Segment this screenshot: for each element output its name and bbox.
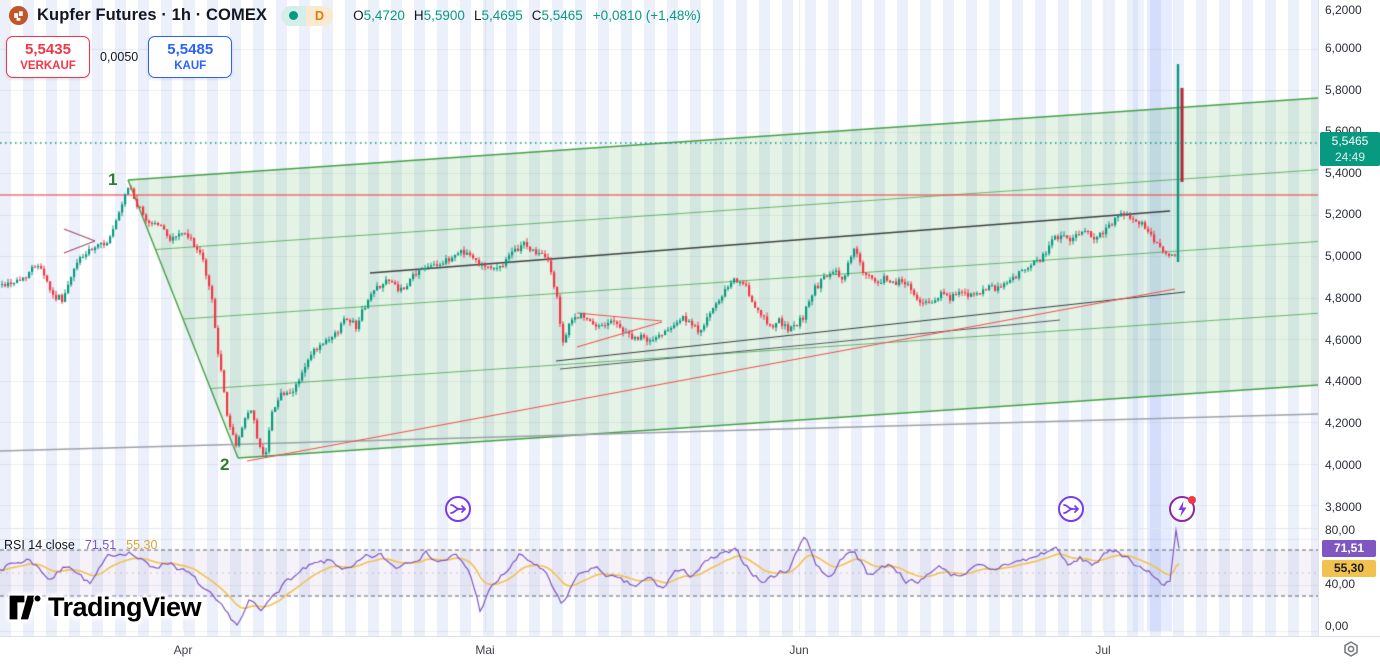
price-axis-label: 5,4000 bbox=[1325, 166, 1362, 180]
elliott-wave-label: 2 bbox=[220, 455, 230, 474]
last-price-value: 5,5465 bbox=[1331, 134, 1369, 148]
price-axis-label: 4,2000 bbox=[1325, 416, 1362, 430]
price-axis-label: 4,0000 bbox=[1325, 458, 1362, 472]
rsi-study-legend[interactable]: RSI 14 close 71,51 55,30 bbox=[4, 538, 157, 552]
bar-countdown: 24:49 bbox=[1334, 150, 1366, 164]
axis-settings-gear-icon[interactable] bbox=[1340, 639, 1362, 661]
flash-alert-icon[interactable] bbox=[1168, 494, 1200, 529]
price-axis-label: 6,2000 bbox=[1325, 3, 1362, 17]
price-chart-canvas[interactable] bbox=[0, 0, 1318, 636]
ohlc-field: C5,5465 bbox=[531, 8, 583, 23]
ohlc-field: H5,5900 bbox=[413, 8, 465, 23]
rsi-axis-badge: 55,30 bbox=[1322, 560, 1376, 577]
merge-arrow-icon[interactable] bbox=[1057, 495, 1085, 528]
time-axis-label: Apr bbox=[173, 643, 193, 657]
price-axis-label: 5,2000 bbox=[1325, 207, 1362, 221]
rsi-value: 71,51 bbox=[84, 538, 117, 552]
elliott-wave-label: 1 bbox=[108, 170, 118, 189]
interval-badge[interactable]: D bbox=[281, 5, 334, 26]
interval-label[interactable]: D bbox=[306, 5, 334, 26]
price-axis-label: 6,0000 bbox=[1325, 41, 1362, 55]
price-axis[interactable]: 5,5465 24:49 6,2000 6,0000 5,8000 5,6000 5,4… bbox=[1318, 0, 1380, 636]
ohlc-values: O5,4720 H5,5900 L5,4695 C5,5465 bbox=[353, 8, 583, 23]
symbol-logo-icon bbox=[8, 5, 29, 26]
price-axis-label: 80,00 bbox=[1325, 523, 1356, 537]
tradingview-logo-text: TradingView bbox=[48, 592, 202, 622]
price-axis-label: 0,00 bbox=[1325, 619, 1349, 633]
rsi-axis-badge: 71,51 bbox=[1322, 540, 1376, 557]
time-axis-label: Jul bbox=[1095, 643, 1111, 657]
rsi-title: RSI 14 close bbox=[4, 538, 75, 552]
time-axis-label: Jun bbox=[789, 643, 809, 657]
price-axis-label: 4,6000 bbox=[1325, 333, 1362, 347]
sell-button[interactable]: 5,5435 VERKAUF bbox=[6, 36, 90, 78]
last-price-badge: 5,5465 24:49 bbox=[1320, 132, 1380, 166]
tradingview-watermark[interactable]: TradingView bbox=[8, 592, 202, 623]
order-panel: 5,5435 VERKAUF 0,0050 5,5485 KAUF bbox=[6, 36, 233, 78]
rsi-ma-value: 55,30 bbox=[126, 538, 158, 552]
spread-value: 0,0050 bbox=[100, 50, 139, 64]
buy-button[interactable]: 5,5485 KAUF bbox=[148, 36, 233, 78]
sell-price: 5,5435 bbox=[25, 41, 71, 58]
price-axis-label: 5,0000 bbox=[1325, 249, 1362, 263]
buy-price: 5,5485 bbox=[167, 41, 214, 58]
change-value: +0,0810 (+1,48%) bbox=[592, 8, 701, 23]
merge-arrow-icon[interactable] bbox=[444, 495, 472, 528]
market-open-icon bbox=[281, 5, 307, 26]
ohlc-field: O5,4720 bbox=[353, 8, 405, 23]
ohlc-field: L5,4695 bbox=[473, 8, 523, 23]
price-axis-label: 4,8000 bbox=[1325, 291, 1362, 305]
symbol-title[interactable]: Kupfer Futures · 1h · COMEX bbox=[37, 6, 268, 24]
time-axis[interactable]: Apr Mai Jun Jul bbox=[0, 636, 1380, 664]
tradingview-logo-icon bbox=[8, 594, 42, 621]
price-axis-label: 4,4000 bbox=[1325, 374, 1362, 388]
chart-legend: Kupfer Futures · 1h · COMEX D O5,4720 H5,… bbox=[8, 5, 701, 26]
chart-plot-area[interactable]: Kupfer Futures · 1h · COMEX D O5,4720 H5,… bbox=[0, 0, 1318, 636]
price-axis-label: 40,00 bbox=[1325, 577, 1356, 591]
time-axis-label: Mai bbox=[475, 643, 495, 657]
buy-label: KAUF bbox=[174, 60, 207, 72]
sell-label: VERKAUF bbox=[20, 60, 76, 72]
price-axis-label: 5,8000 bbox=[1325, 83, 1362, 97]
price-axis-label: 3,8000 bbox=[1325, 500, 1362, 514]
